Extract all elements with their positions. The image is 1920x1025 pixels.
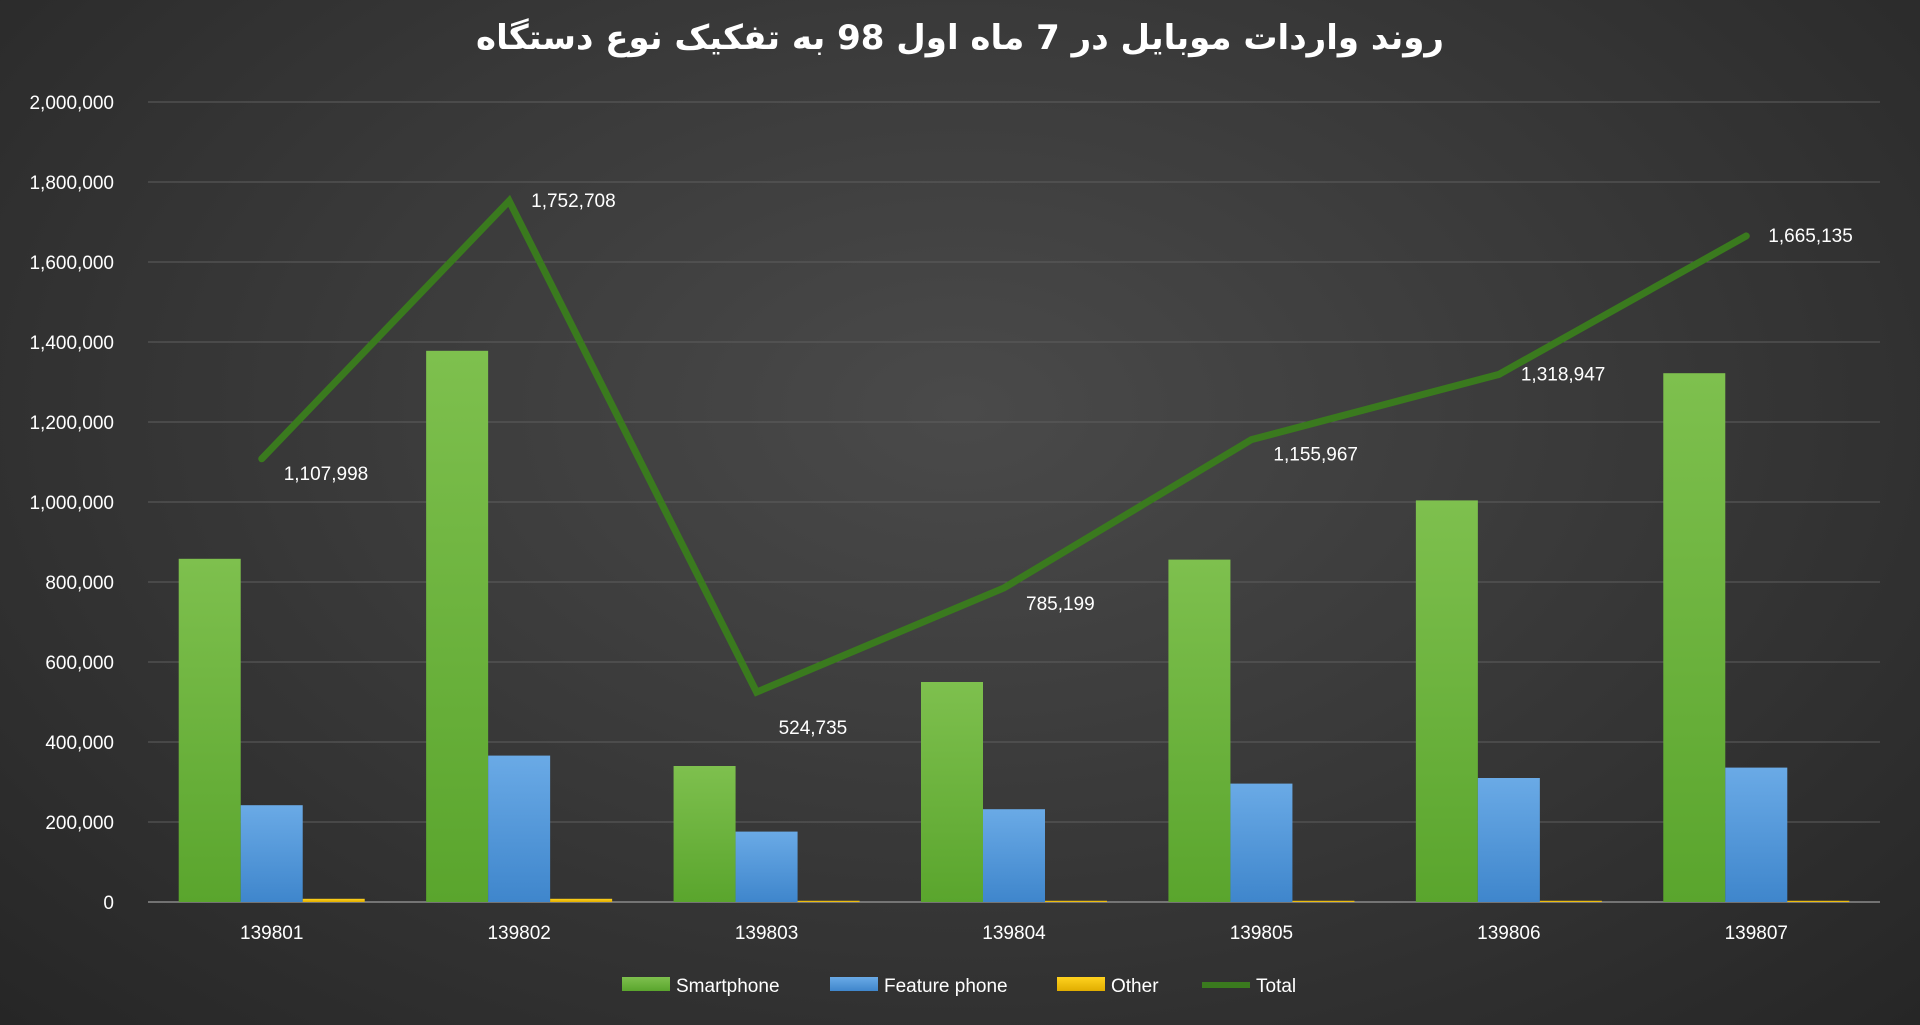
x-axis: 139801 139802 139803 139804 139805 139806 1398…: [240, 923, 1788, 944]
y-tick-label: 200,000: [45, 813, 114, 834]
total-line: [258, 194, 1750, 697]
bar-smartphone: [1663, 373, 1726, 902]
legend-total-label: Total: [1256, 976, 1296, 997]
bar-layer: [178, 350, 1850, 902]
legend: Smartphone Feature phone Other Total: [622, 976, 1296, 997]
data-label-layer: 1,107,998 1,752,708 524,735 785,199 1,155,96…: [284, 191, 1853, 739]
bar-other: [1292, 900, 1355, 902]
bar-smartphone: [673, 766, 736, 902]
x-tick-label: 139806: [1477, 923, 1540, 944]
total-data-label: 1,665,135: [1768, 226, 1853, 247]
y-tick-label: 600,000: [45, 653, 114, 674]
bar-smartphone: [1168, 559, 1231, 902]
y-tick-label: 0: [103, 893, 114, 914]
y-tick-label: 800,000: [45, 573, 114, 594]
x-tick-label: 139807: [1725, 923, 1788, 944]
bar-other: [1539, 900, 1602, 902]
bar-smartphone: [426, 350, 489, 902]
total-data-label: 524,735: [779, 718, 848, 739]
y-tick-label: 1,400,000: [29, 333, 114, 354]
x-tick-label: 139803: [735, 923, 798, 944]
total-data-label: 1,107,998: [284, 464, 369, 485]
bar-feature-phone: [1230, 783, 1293, 902]
bar-feature-phone: [488, 755, 551, 902]
bar-feature-phone: [1477, 778, 1540, 902]
bar-other: [1787, 900, 1850, 902]
bar-other: [550, 898, 613, 902]
x-tick-label: 139801: [240, 923, 303, 944]
total-data-label: 1,155,967: [1273, 445, 1358, 466]
legend-other-swatch: [1057, 977, 1105, 991]
total-line-layer: [258, 194, 1750, 697]
legend-other-label: Other: [1111, 976, 1159, 997]
y-tick-label: 2,000,000: [29, 93, 114, 114]
total-data-label: 1,752,708: [531, 191, 616, 212]
bar-feature-phone: [983, 809, 1045, 902]
y-tick-label: 1,200,000: [29, 413, 114, 434]
x-tick-label: 139805: [1230, 923, 1293, 944]
chart-title: روند واردات موبایل در 7 ماه اول 98 به تف…: [476, 18, 1444, 58]
bar-other: [1045, 900, 1107, 902]
y-tick-label: 1,000,000: [29, 493, 114, 514]
bar-other: [797, 900, 860, 902]
total-data-label: 785,199: [1026, 594, 1095, 615]
legend-feature-phone-swatch: [830, 977, 878, 991]
y-tick-label: 1,600,000: [29, 253, 114, 274]
legend-feature-phone-label: Feature phone: [884, 976, 1008, 997]
bar-feature-phone: [240, 805, 303, 902]
y-tick-label: 400,000: [45, 733, 114, 754]
bar-other: [302, 898, 365, 902]
x-tick-label: 139802: [487, 923, 550, 944]
bar-feature-phone: [735, 831, 798, 902]
total-data-label: 1,318,947: [1521, 364, 1606, 385]
grid-layer: [148, 101, 1880, 823]
bar-smartphone: [178, 558, 241, 902]
y-tick-label: 1,800,000: [29, 173, 114, 194]
bar-smartphone: [1415, 500, 1478, 902]
legend-smartphone-label: Smartphone: [676, 976, 780, 997]
bar-smartphone: [921, 682, 983, 902]
legend-smartphone-swatch: [622, 977, 670, 991]
x-tick-label: 139804: [982, 923, 1046, 944]
bar-feature-phone: [1725, 767, 1788, 902]
